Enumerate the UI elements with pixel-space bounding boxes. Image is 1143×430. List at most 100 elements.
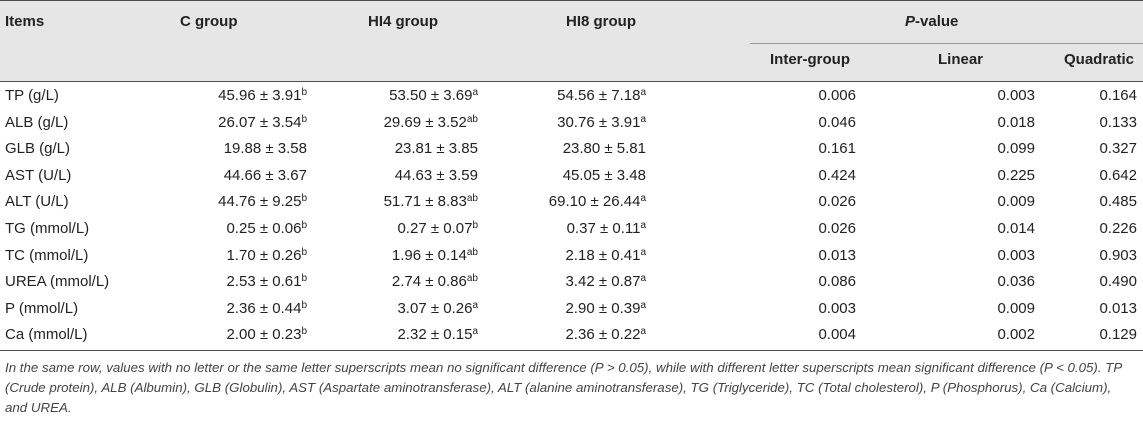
linear-cell-value: 0.003 xyxy=(997,87,1035,104)
table-row: ALT (U/L) 44.76 ± 9.25b 51.71 ± 8.83ab 69.1… xyxy=(0,189,1143,215)
c-group-cell-value: 2.00 ± 0.23 xyxy=(226,326,302,344)
significance-superscript: ab xyxy=(466,193,478,205)
item-cell: Ca (mmol/L) xyxy=(5,322,88,348)
item-cell-value: ALB (g/L) xyxy=(5,113,69,131)
header-linear: Linear xyxy=(938,51,984,68)
item-cell-value: Ca (mmol/L) xyxy=(5,326,88,344)
linear-cell-value: 0.009 xyxy=(997,193,1035,211)
linear-cell: 0.002 xyxy=(890,322,1035,348)
linear-cell: 0.003 xyxy=(890,243,1035,269)
inter-group-cell-value: 0.026 xyxy=(818,220,856,237)
c-group-cell: 2.53 ± 0.61b xyxy=(147,269,307,295)
quadratic-cell: 0.013 xyxy=(1000,296,1137,322)
item-cell: AST (U/L) xyxy=(5,163,71,189)
hi8-group-cell: 54.56 ± 7.18a xyxy=(472,83,646,109)
significance-superscript: b xyxy=(301,87,307,98)
inter-group-cell: 0.013 xyxy=(690,243,856,269)
inter-group-cell-value: 0.026 xyxy=(818,193,856,211)
c-group-cell: 1.70 ± 0.26b xyxy=(147,243,307,269)
table-row: Ca (mmol/L) 2.00 ± 0.23b 2.32 ± 0.15a 2.36 … xyxy=(0,322,1143,348)
hi8-group-cell-value: 45.05 ± 3.48 xyxy=(562,166,646,184)
hi8-group-cell: 0.37 ± 0.11a xyxy=(472,216,646,242)
inter-group-cell-value: 0.004 xyxy=(818,326,856,344)
inter-group-cell-value: 0.161 xyxy=(818,140,856,158)
significance-superscript: a xyxy=(640,193,646,205)
item-cell-value: TP (g/L) xyxy=(5,87,59,104)
hi4-group-cell-value: 0.27 ± 0.07 xyxy=(397,220,473,237)
inter-group-cell: 0.161 xyxy=(690,136,856,162)
c-group-cell: 45.96 ± 3.91b xyxy=(147,83,307,109)
c-group-cell-value: 45.96 ± 3.91 xyxy=(218,87,302,104)
c-group-cell-value: 2.36 ± 0.44 xyxy=(226,299,302,317)
significance-superscript: b xyxy=(301,113,307,125)
item-cell: TC (mmol/L) xyxy=(5,243,88,269)
significance-superscript: a xyxy=(640,326,646,338)
item-cell-value: UREA (mmol/L) xyxy=(5,273,110,291)
item-cell: TP (g/L) xyxy=(5,83,59,109)
hi4-group-cell-value: 2.32 ± 0.15 xyxy=(397,326,473,344)
significance-superscript: b xyxy=(301,299,307,311)
item-cell: ALT (U/L) xyxy=(5,189,69,215)
significance-superscript: b xyxy=(301,220,307,231)
hi8-group-cell: 3.42 ± 0.87a xyxy=(472,269,646,295)
hi8-group-cell: 30.76 ± 3.91a xyxy=(472,110,646,136)
linear-cell-value: 0.036 xyxy=(997,273,1035,291)
significance-superscript: a xyxy=(472,299,478,311)
hi8-group-cell-value: 69.10 ± 26.44 xyxy=(548,193,641,211)
c-group-cell-value: 26.07 ± 3.54 xyxy=(218,113,302,131)
quadratic-cell-value: 0.490 xyxy=(1099,273,1137,291)
header-hi8-group: HI8 group xyxy=(566,13,636,30)
c-group-cell-value: 1.70 ± 0.26 xyxy=(226,246,302,264)
linear-cell-value: 0.009 xyxy=(997,299,1035,317)
item-cell: P (mmol/L) xyxy=(5,296,78,322)
pvalue-italic-p: P xyxy=(905,13,916,30)
hi8-group-cell: 23.80 ± 5.81 xyxy=(472,136,646,162)
hi4-group-cell: 23.81 ± 3.85 xyxy=(315,136,478,162)
c-group-cell: 44.76 ± 9.25b xyxy=(147,189,307,215)
hi8-group-cell: 2.90 ± 0.39a xyxy=(472,296,646,322)
hi8-group-cell-value: 3.42 ± 0.87 xyxy=(565,273,641,291)
hi4-group-cell-value: 51.71 ± 8.83 xyxy=(383,193,467,211)
significance-superscript: b xyxy=(472,220,478,231)
quadratic-cell-value: 0.133 xyxy=(1099,113,1137,131)
quadratic-cell: 0.903 xyxy=(1000,243,1137,269)
header-c-group: C group xyxy=(180,13,238,30)
quadratic-cell: 0.327 xyxy=(1000,136,1137,162)
quadratic-cell-value: 0.013 xyxy=(1099,299,1137,317)
significance-superscript: a xyxy=(640,113,646,125)
c-group-cell-value: 44.76 ± 9.25 xyxy=(218,193,302,211)
table-row: TC (mmol/L) 1.70 ± 0.26b 1.96 ± 0.14ab 2.18… xyxy=(0,243,1143,269)
hi4-group-cell-value: 29.69 ± 3.52 xyxy=(383,113,467,131)
hi8-group-cell: 69.10 ± 26.44a xyxy=(472,189,646,215)
c-group-cell: 19.88 ± 3.58 xyxy=(147,136,307,162)
inter-group-cell: 0.003 xyxy=(690,296,856,322)
hi4-group-cell-value: 44.63 ± 3.59 xyxy=(394,166,478,184)
linear-cell-value: 0.002 xyxy=(997,326,1035,344)
quadratic-cell-value: 0.485 xyxy=(1099,193,1137,211)
significance-superscript: a xyxy=(472,326,478,338)
linear-cell-value: 0.225 xyxy=(997,166,1035,184)
hi4-group-cell-value: 23.81 ± 3.85 xyxy=(394,140,478,158)
linear-cell: 0.014 xyxy=(890,216,1035,242)
significance-superscript: b xyxy=(301,193,307,205)
hi8-group-cell-value: 0.37 ± 0.11 xyxy=(566,220,641,237)
table-row: UREA (mmol/L) 2.53 ± 0.61b 2.74 ± 0.86ab 3.… xyxy=(0,269,1143,295)
inter-group-cell: 0.006 xyxy=(690,83,856,109)
c-group-cell: 2.36 ± 0.44b xyxy=(147,296,307,322)
significance-superscript: b xyxy=(301,273,307,285)
c-group-cell-value: 44.66 ± 3.67 xyxy=(223,166,307,184)
c-group-cell: 2.00 ± 0.23b xyxy=(147,322,307,348)
item-cell-value: ALT (U/L) xyxy=(5,193,69,211)
top-rule xyxy=(0,0,1143,1)
quadratic-cell: 0.164 xyxy=(1000,83,1137,109)
header-rule xyxy=(0,81,1143,82)
hi8-group-cell-value: 54.56 ± 7.18 xyxy=(557,87,641,104)
hi4-group-cell: 51.71 ± 8.83ab xyxy=(315,189,478,215)
item-cell-value: AST (U/L) xyxy=(5,166,72,184)
hi4-group-cell: 0.27 ± 0.07b xyxy=(315,216,478,242)
header-pvalue: P-value xyxy=(905,12,958,32)
hi8-group-cell: 45.05 ± 3.48 xyxy=(472,163,646,189)
quadratic-cell: 0.226 xyxy=(1000,216,1137,242)
linear-cell: 0.009 xyxy=(890,189,1035,215)
